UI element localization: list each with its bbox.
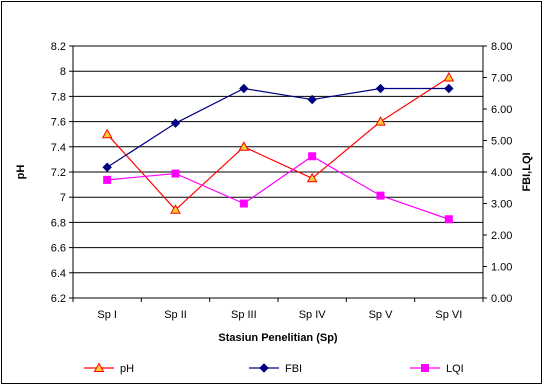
x-tick-label: Sp V [369, 309, 394, 321]
left-y-axis-title: pH [15, 165, 27, 180]
left-tick-label: 7.4 [51, 142, 66, 154]
grid-lines [73, 45, 483, 299]
right-tick-label: 1.00 [491, 262, 512, 274]
right-tick-label: 2.00 [491, 230, 512, 242]
data-point-lqi [103, 175, 112, 184]
legend-label-fbi: FBI [285, 363, 302, 375]
series-line-fbi [106, 87, 449, 168]
data-point-fbi [375, 83, 386, 94]
legend-marker-lqi [421, 364, 429, 372]
data-point-lqi [444, 215, 453, 224]
series-group [101, 71, 455, 224]
data-point-ph [306, 172, 318, 183]
x-tick-label: Sp I [97, 309, 117, 321]
x-tick-label: Sp II [164, 309, 187, 321]
right-y-axis-title: FBI,LQI [521, 152, 533, 191]
legend-marker-ph [93, 362, 105, 372]
left-tick-label: 7.2 [51, 167, 66, 179]
x-tick-label: Sp VI [435, 309, 462, 321]
data-point-lqi [171, 169, 180, 178]
legend-marker-fbi [259, 363, 269, 373]
data-point-ph [101, 128, 113, 139]
right-tick-label: 7.00 [491, 73, 512, 85]
left-tick-label: 6.2 [51, 293, 66, 305]
left-tick-label: 6.4 [51, 268, 66, 280]
data-point-ph [238, 141, 250, 151]
x-tick-label: Sp IV [299, 309, 327, 321]
data-point-fbi [170, 118, 181, 128]
data-point-ph [170, 204, 181, 214]
left-y-axis: 6.2 6.4 6.6 6.8 7 7.2 7.4 7.6 7.8 8 8.2 [51, 41, 73, 305]
x-tick-label: Sp III [231, 309, 257, 321]
left-tick-label: 7 [60, 192, 66, 204]
data-point-lqi [308, 152, 317, 161]
data-point-fbi [102, 162, 112, 172]
right-tick-label: 6.00 [491, 104, 512, 116]
legend: pH FBI LQI [84, 362, 464, 375]
data-point-ph [375, 116, 386, 126]
series-line-ph [106, 76, 450, 211]
x-axis-title: Stasiun Penelitian (Sp) [218, 332, 338, 344]
data-point-ph [443, 71, 455, 82]
series-line-lqi [107, 155, 450, 220]
right-tick-label: 3.00 [491, 199, 512, 211]
left-tick-label: 6.8 [51, 217, 66, 229]
legend-label-ph: pH [120, 363, 134, 375]
right-tick-label: 8.00 [491, 41, 512, 53]
left-tick-label: 6.6 [51, 243, 66, 255]
right-tick-label: 5.00 [491, 136, 512, 148]
data-point-fbi [307, 94, 317, 105]
data-point-fbi [239, 83, 249, 94]
left-tick-label: 8.2 [51, 41, 66, 53]
left-tick-label: 8 [60, 66, 66, 78]
legend-label-lqi: LQI [446, 363, 464, 375]
data-point-lqi [239, 199, 248, 208]
right-y-axis: 0.00 1.00 2.00 3.00 4.00 5.00 6.00 7.00 8.00 [483, 41, 512, 305]
data-point-fbi [444, 83, 454, 94]
right-tick-label: 4.00 [491, 167, 512, 179]
left-tick-label: 7.6 [51, 117, 66, 129]
left-tick-label: 7.8 [51, 91, 66, 103]
right-tick-label: 0.00 [491, 293, 512, 305]
data-point-lqi [376, 191, 385, 200]
x-axis: Sp I Sp II Sp III Sp IV Sp V Sp VI [72, 298, 484, 321]
